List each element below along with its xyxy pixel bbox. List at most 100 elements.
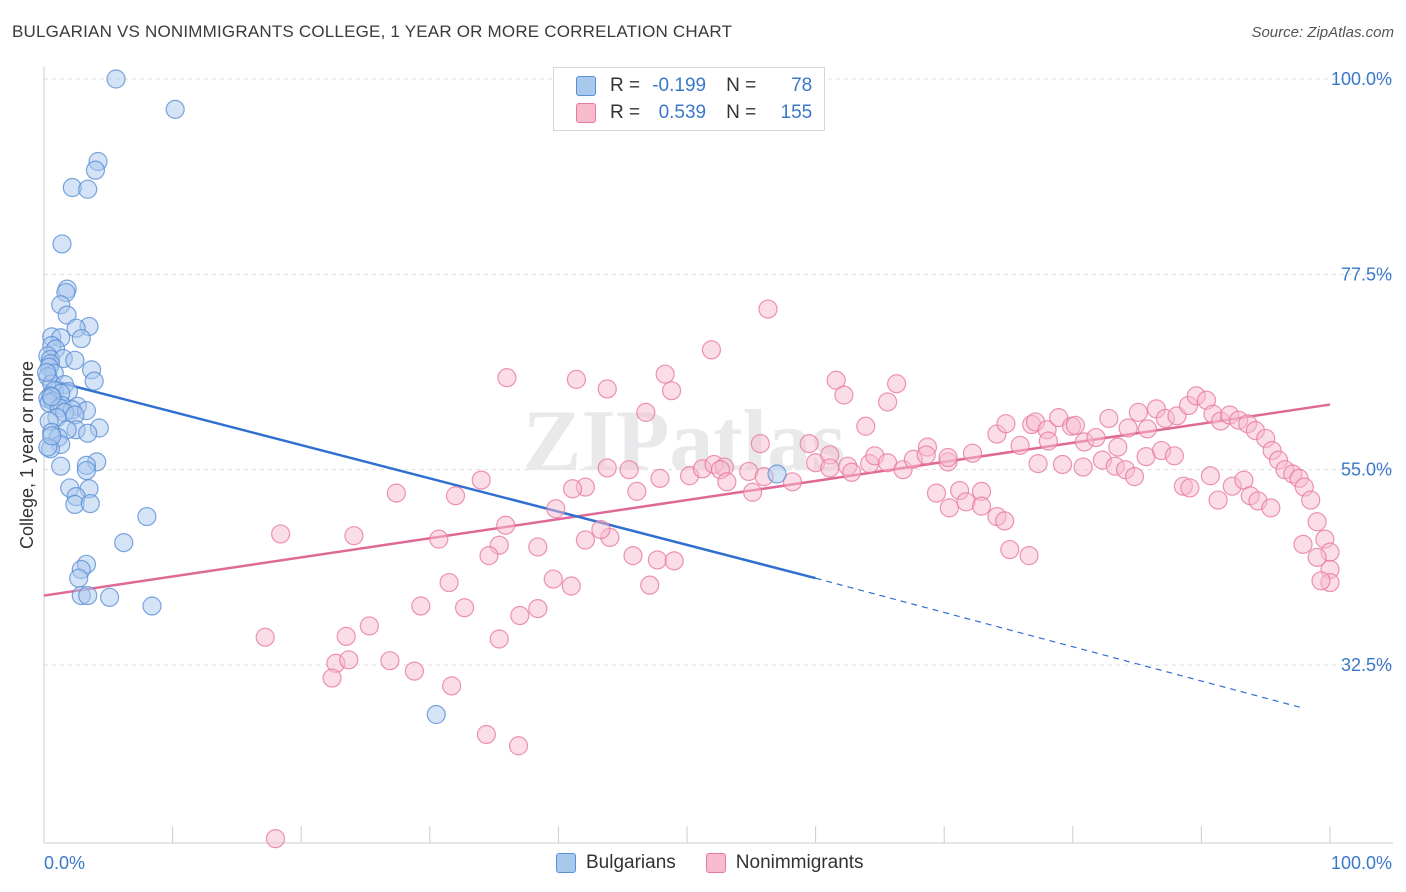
legend-n-label: N = — [726, 102, 757, 123]
legend-r-value: -0.199 — [652, 75, 707, 96]
bulgarian-point — [78, 423, 98, 443]
nonimmigrant-point — [528, 537, 548, 557]
nonimmigrant-point — [661, 381, 682, 401]
x-tick-label-min: 0.0% — [44, 853, 85, 873]
nonimmigrant-point — [1124, 467, 1145, 487]
x-tick-label-max: 100.0% — [1331, 853, 1392, 873]
nonimmigrant-point — [1118, 418, 1138, 438]
nonimmigrant-point — [664, 551, 684, 571]
nonimmigrant-point — [1000, 539, 1020, 560]
nonimmigrant-point — [1052, 454, 1073, 475]
series-legend-nonimmigrants[interactable]: Nonimmigrants — [705, 852, 864, 874]
nonimmigrant-point — [339, 650, 359, 670]
y-tick-label: 77.5% — [1341, 264, 1392, 284]
bulgarian-point — [99, 587, 120, 607]
nonimmigrant-point — [1261, 498, 1281, 518]
bulgarian-point — [80, 493, 100, 514]
nonimmigrant-point — [561, 576, 581, 596]
nonimmigrant-point — [636, 402, 656, 422]
series-label-nonimmigrants: Nonimmigrants — [735, 852, 864, 873]
bulgarians-trend-line — [43, 377, 816, 580]
bulgarian-point — [42, 426, 62, 446]
nonimmigrant-point — [995, 511, 1015, 531]
nonimmigrant-point — [619, 460, 639, 480]
nonimmigrant-point — [926, 483, 947, 503]
nonimmigrant-point — [916, 445, 936, 465]
legend-n-value: 155 — [780, 102, 813, 123]
nonimmigrant-point — [1108, 437, 1128, 457]
nonimmigrant-point — [647, 550, 668, 570]
bulgarian-point — [69, 568, 89, 588]
nonimmigrant-point — [442, 676, 462, 696]
nonimmigrant-point — [411, 596, 431, 616]
nonimmigrant-point — [1208, 490, 1228, 510]
nonimmigrant-point — [996, 414, 1016, 434]
nonimmigrant-point — [938, 447, 958, 468]
nonimmigrant-point — [1128, 402, 1148, 422]
nonimmigrant-point — [939, 498, 959, 518]
data-points — [36, 69, 1340, 849]
source-label: Source: ZipAtlas.com — [1251, 24, 1394, 41]
nonimmigrant-point — [701, 340, 722, 360]
bulgarian-point — [114, 533, 134, 553]
nonimmigrant-point — [597, 458, 617, 478]
bulgarian-point — [142, 596, 162, 616]
bulgarian-point — [71, 328, 91, 349]
nonimmigrant-point — [591, 519, 611, 540]
tick-labels: 32.5% 55.0% 77.5% 100.0% 0.0% 100.0% — [44, 69, 1392, 873]
legend-r-label: R = — [610, 102, 641, 123]
nonimmigrant-point — [344, 526, 364, 546]
series-legend-bulgarians[interactable]: Bulgarians — [556, 852, 676, 874]
nonimmigrant-point — [439, 572, 459, 593]
series-swatch-pink — [705, 853, 726, 873]
nonimmigrant-point — [971, 496, 992, 516]
nonimmigrant-point — [834, 385, 854, 405]
nonimmigrant-point — [255, 627, 275, 647]
nonimmigrant-point — [528, 598, 548, 619]
bulgarian-point — [85, 160, 106, 180]
legend-n-value: 78 — [791, 75, 813, 96]
nonimmigrant-point — [650, 468, 670, 488]
nonimmigrant-point — [878, 392, 898, 412]
nonimmigrant-point — [496, 515, 516, 535]
nonimmigrant-point — [1293, 534, 1313, 554]
legend-swatch-pink — [576, 103, 596, 123]
nonimmigrant-point — [566, 369, 587, 389]
y-tick-label: 55.0% — [1341, 460, 1392, 480]
bulgarian-point — [767, 464, 787, 484]
legend-swatch-blue — [576, 76, 596, 96]
nonimmigrant-point — [543, 569, 563, 589]
bulgarian-point — [76, 460, 97, 481]
nonimmigrant-point — [1200, 466, 1221, 486]
bulgarian-point — [84, 371, 104, 391]
nonimmigrant-point — [962, 443, 983, 463]
trend-lines — [43, 377, 1331, 710]
nonimmigrant-point — [489, 629, 509, 649]
legend-row-nonimmigrants: R = 0.539 N = 155 — [576, 101, 812, 125]
nonimmigrant-point — [386, 483, 406, 503]
y-tick-label: 32.5% — [1341, 655, 1392, 675]
nonimmigrant-point — [717, 472, 737, 492]
grid-lines — [44, 78, 1393, 666]
nonimmigrant-point — [799, 434, 819, 454]
nonimmigrant-point — [471, 470, 491, 490]
series-label-bulgarians: Bulgarians — [586, 852, 676, 873]
nonimmigrant-point — [887, 374, 907, 394]
nonimmigrant-point — [265, 829, 286, 849]
bulgarian-point — [36, 362, 57, 383]
nonimmigrant-point — [1164, 446, 1184, 466]
legend-r-value: 0.539 — [658, 102, 707, 123]
bulgarian-point — [165, 99, 185, 119]
nonimmigrant-point — [1073, 457, 1093, 477]
nonimmigrant-point — [758, 299, 778, 319]
bulgarian-point — [106, 69, 126, 89]
nonimmigrant-point — [575, 530, 596, 550]
bulgarian-point — [42, 387, 62, 407]
nonimmigrant-point — [1038, 431, 1058, 451]
nonimmigrants-trend-line — [43, 403, 1331, 597]
nonimmigrant-point — [597, 379, 617, 399]
nonimmigrant-point — [750, 434, 770, 454]
y-axis-label: College, 1 year or more — [17, 361, 37, 549]
nonimmigrant-point — [1311, 571, 1331, 591]
